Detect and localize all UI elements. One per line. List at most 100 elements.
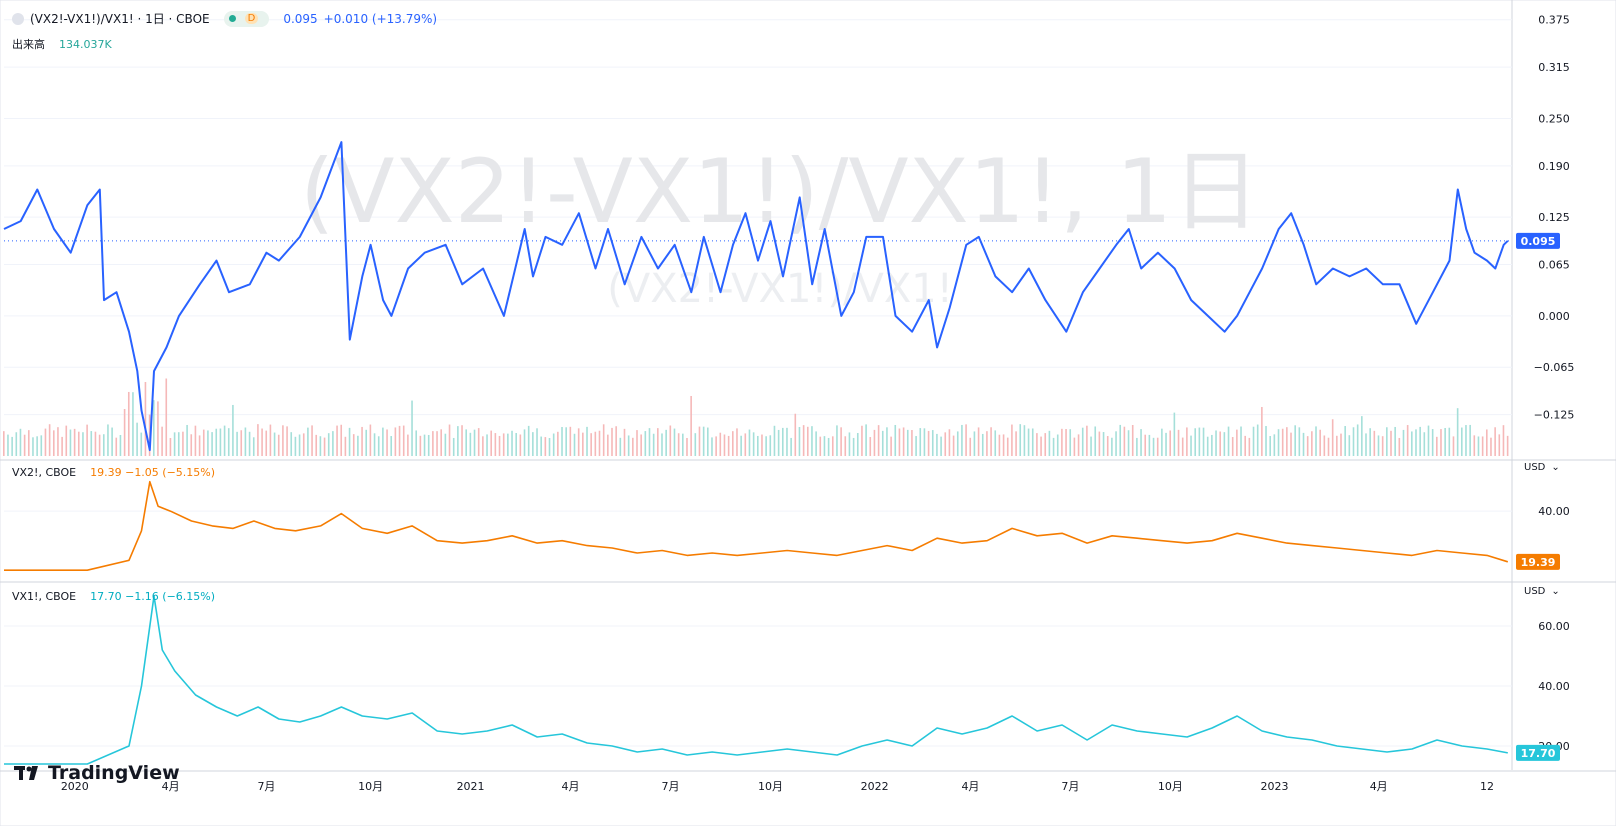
x-tick-label: 10月: [758, 780, 783, 793]
volume-bar: [886, 427, 888, 456]
volume-bar: [990, 427, 992, 456]
market-status-badge[interactable]: D: [223, 10, 270, 27]
volume-bar: [511, 430, 513, 456]
volume-bar: [490, 430, 492, 456]
volume-bar: [544, 437, 547, 456]
volume-bar: [1461, 427, 1463, 456]
volume-bar: [1286, 427, 1288, 456]
volume-bar: [1036, 433, 1038, 456]
chevron-down-icon: ⌄: [1551, 586, 1560, 597]
volume-bar: [519, 434, 522, 456]
status-dot-icon: [228, 15, 236, 22]
x-tick-label: 10月: [358, 780, 383, 793]
volume-bar: [1331, 419, 1334, 456]
volume-bar: [565, 427, 567, 456]
volume-bar: [202, 429, 205, 456]
volume-bar: [1169, 430, 1172, 456]
volume-bar: [165, 378, 168, 456]
volume-bar: [1469, 424, 1471, 456]
y-tick-label: −0.125: [1534, 409, 1575, 422]
volume-bar: [194, 425, 197, 456]
y-tick-label: 40.00: [1538, 505, 1570, 518]
volume-bar: [744, 433, 747, 456]
vx1-currency: USD: [1524, 586, 1546, 597]
volume-bar: [1248, 437, 1251, 456]
volume-bar: [1223, 432, 1226, 456]
volume-bar: [257, 424, 259, 456]
volume-bar: [365, 429, 368, 456]
x-tick-label: 7月: [257, 780, 275, 793]
y-tick-label: 40.00: [1538, 680, 1570, 693]
volume-bar: [215, 428, 218, 456]
last-price-badge: [1516, 232, 1560, 249]
volume-bar: [390, 436, 393, 456]
volume-bar: [344, 436, 347, 456]
x-tick-label: 7月: [662, 780, 680, 793]
volume-bar: [1011, 424, 1013, 456]
volume-bar: [682, 433, 684, 456]
volume-bar: [444, 433, 447, 456]
volume-bar: [1306, 436, 1309, 456]
volume-bar: [1161, 428, 1163, 456]
volume-bar: [15, 432, 18, 456]
volume-bar: [748, 429, 751, 456]
vx2-legend[interactable]: VX2!, CBOE 19.39 −1.05 (−5.15%): [12, 466, 221, 479]
volume-bar: [32, 437, 34, 456]
watermark-sub: (VX2!-VX1!)/VX1!: [607, 266, 953, 312]
volume-bar: [348, 427, 351, 456]
volume-bar: [1098, 431, 1101, 456]
volume-bar: [619, 437, 622, 456]
volume-bar: [323, 437, 326, 456]
volume-bar: [1115, 431, 1117, 456]
x-tick-label: 4月: [162, 780, 180, 793]
symbol-title[interactable]: (VX2!-VX1!)/VX1! · 1日 · CBOE: [30, 12, 210, 26]
vx1-currency-select[interactable]: USD ⌄: [1524, 586, 1560, 597]
volume-bar: [790, 437, 792, 456]
volume-bar: [602, 424, 605, 456]
volume-bar: [1431, 429, 1434, 456]
volume-bar: [1202, 427, 1205, 456]
volume-bar: [486, 434, 488, 456]
volume-bar: [919, 428, 922, 456]
volume-bar: [327, 433, 330, 456]
last-price-badge: [1516, 744, 1560, 761]
volume-bar: [157, 401, 159, 456]
volume-bar: [1227, 426, 1230, 456]
volume-bar: [1315, 426, 1317, 456]
volume-bar: [786, 427, 788, 456]
volume-bar: [719, 432, 722, 456]
volume-bar: [98, 434, 101, 456]
volume-bar: [115, 437, 118, 456]
volume-bar: [973, 431, 976, 456]
volume-bar: [369, 424, 372, 456]
volume-bar: [190, 434, 193, 456]
vx2-currency-select[interactable]: USD ⌄: [1524, 462, 1560, 473]
volume-bar: [694, 433, 697, 456]
volume-label: 出来高: [12, 38, 45, 51]
volume-bar: [1356, 424, 1359, 456]
volume-bar: [632, 437, 634, 456]
volume-bar: [848, 432, 851, 456]
volume-bar: [3, 431, 5, 456]
volume-legend[interactable]: 出来高 134.037K: [12, 36, 118, 52]
volume-bar: [1381, 436, 1384, 456]
volume-bar: [1090, 436, 1092, 456]
volume-bar: [1194, 428, 1197, 456]
last-price-badge: [1516, 553, 1560, 570]
volume-bar: [594, 431, 597, 456]
volume-bar: [340, 424, 343, 456]
symbol-header[interactable]: (VX2!-VX1!)/VX1! · 1日 · CBOE D 0.095 +0.…: [12, 10, 443, 27]
volume-bar: [1440, 429, 1442, 456]
volume-bar: [677, 433, 680, 456]
vx1-legend[interactable]: VX1!, CBOE 17.70 −1.16 (−6.15%): [12, 590, 221, 603]
tradingview-logo[interactable]: TradingView: [14, 762, 180, 784]
volume-bar: [319, 436, 322, 456]
time-axis: 2020 4月 7月 10月 2021 4月 7月 10月 2022 4月 7月 10月 2023 4月 1…: [61, 780, 1494, 793]
volume-bar: [1219, 431, 1221, 456]
volume-bar: [1302, 432, 1305, 456]
volume-bar: [1311, 431, 1313, 456]
volume-bar: [890, 436, 892, 456]
volume-bar: [198, 435, 201, 456]
volume-bar: [994, 430, 997, 456]
